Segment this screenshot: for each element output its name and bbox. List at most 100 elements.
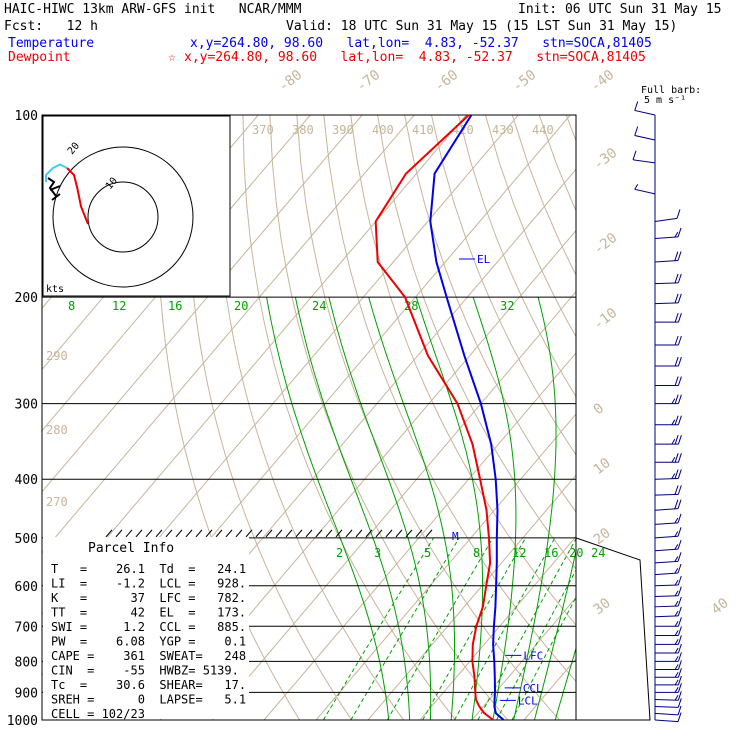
- barb-legend-title: Full barb:: [641, 85, 702, 96]
- barb-shaft: [654, 560, 679, 564]
- barb-flag: [674, 251, 679, 261]
- moist-adiabat-label: 12: [112, 299, 126, 313]
- wind-barb: [655, 683, 682, 693]
- barb-flag: [677, 485, 682, 495]
- barb-flag: [677, 394, 682, 404]
- isotherm-label: -70: [354, 67, 384, 95]
- parcel-row: Tc = 30.6 SHEAR= 17.: [51, 678, 246, 692]
- pressure-tick-label: 700: [15, 620, 38, 635]
- level-label-ccl: CCL: [523, 682, 543, 695]
- wind-barb: [654, 469, 682, 480]
- barb-shaft: [654, 584, 679, 587]
- barb-flag: [674, 517, 679, 524]
- barb-flag: [671, 438, 676, 445]
- barb-shaft: [654, 712, 679, 716]
- level-hatch: [405, 529, 413, 538]
- level-hatch: [315, 529, 323, 538]
- moist-adiabat-label: 16: [168, 299, 182, 313]
- wind-barb: [654, 227, 682, 239]
- temperature-legend-info: x,y=264.80, 98.60 lat,lon= 4.83, -52.37 …: [190, 36, 652, 51]
- barb-flag: [634, 101, 639, 111]
- isotherm-label: -80: [276, 67, 306, 95]
- wind-barb: [654, 209, 681, 223]
- barb-flag: [677, 335, 682, 346]
- isotherm-label: -30: [591, 145, 621, 173]
- barb-flag: [677, 435, 682, 445]
- parcel-panel: [43, 537, 249, 719]
- barb-flag: [677, 683, 682, 693]
- barb-shaft: [654, 548, 679, 552]
- wind-barb: [654, 539, 682, 552]
- barb-flag: [634, 126, 639, 136]
- wind-barb: [654, 563, 682, 576]
- barb-flag: [674, 567, 679, 574]
- level-hatch: [395, 529, 403, 538]
- barb-shaft: [654, 477, 679, 480]
- isotherm-line: [523, 658, 576, 720]
- hodograph-units: kts: [46, 284, 64, 295]
- barb-shaft: [654, 615, 679, 618]
- pressure-tick-label: 1000: [7, 714, 38, 729]
- dry-adiabat-line: [511, 115, 576, 277]
- dry-adiabat-line: [350, 115, 576, 626]
- dry-adiabat-line: [701, 115, 740, 720]
- wind-barb: [655, 313, 682, 323]
- moist-adiabat-label: 24: [312, 299, 326, 313]
- wind-barb: [654, 705, 682, 716]
- wind-barb: [654, 527, 682, 539]
- barb-shaft: [654, 605, 679, 608]
- level-hatch: [265, 529, 273, 538]
- parcel-row: SREH = 0 LAPSE= 5.1: [51, 693, 246, 707]
- wind-barb: [654, 596, 682, 608]
- isotherm-label: -20: [591, 230, 621, 258]
- barb-flag: [677, 596, 682, 607]
- mixing-ratio-label: 8: [473, 546, 480, 560]
- barb-flag: [677, 293, 682, 303]
- isotherm-line: [42, 115, 415, 554]
- wind-barb: [654, 698, 682, 708]
- barb-flag: [674, 544, 679, 550]
- wind-barb: [654, 293, 682, 305]
- wind-barb: [654, 691, 682, 701]
- dry-adiabat-line: [728, 115, 740, 720]
- barb-flag: [677, 652, 682, 662]
- parcel-row: CELL = 102/23: [51, 707, 145, 721]
- barb-flag: [677, 376, 682, 386]
- barb-flag: [671, 419, 676, 425]
- hodograph-ring: [87, 181, 159, 253]
- level-hatch: [115, 529, 123, 538]
- barb-flag: [677, 586, 682, 596]
- barb-flag: [677, 539, 682, 550]
- dry-adiabat-line: [377, 115, 576, 570]
- theta-label: 270: [46, 495, 68, 509]
- barb-flag: [674, 647, 679, 654]
- level-hatch: [305, 529, 313, 538]
- barb-shaft: [654, 282, 679, 285]
- barb-flag: [677, 251, 682, 261]
- level-hatch: [415, 529, 423, 538]
- barb-flag: [674, 293, 679, 304]
- wind-barb: [654, 251, 682, 263]
- dry-adiabat-line: [565, 115, 576, 143]
- level-hatch: [105, 529, 113, 538]
- level-hatch: [165, 529, 173, 538]
- parcel-row: K = 37 LFC = 782.: [51, 591, 246, 605]
- wind-barb: [655, 453, 682, 463]
- wind-barb: [655, 356, 682, 367]
- dry-adiabat-line: [215, 115, 405, 720]
- level-hatch: [295, 529, 303, 538]
- dry-adiabat-line: [593, 115, 740, 720]
- barb-flag: [674, 394, 679, 404]
- parcel-title: Parcel Info: [88, 541, 174, 556]
- level-hatch: [235, 529, 243, 538]
- level-hatch: [245, 529, 253, 538]
- barb-flag: [632, 150, 637, 160]
- isotherm-label: -40: [588, 67, 618, 95]
- hodograph-storm-glyph: [47, 177, 61, 201]
- level-hatch: [325, 529, 333, 538]
- mixing-ratio-line: [422, 537, 526, 720]
- level-hatch: [425, 529, 433, 538]
- theta-label: 370: [252, 123, 274, 137]
- mixing-ratio-label: 2: [336, 546, 343, 560]
